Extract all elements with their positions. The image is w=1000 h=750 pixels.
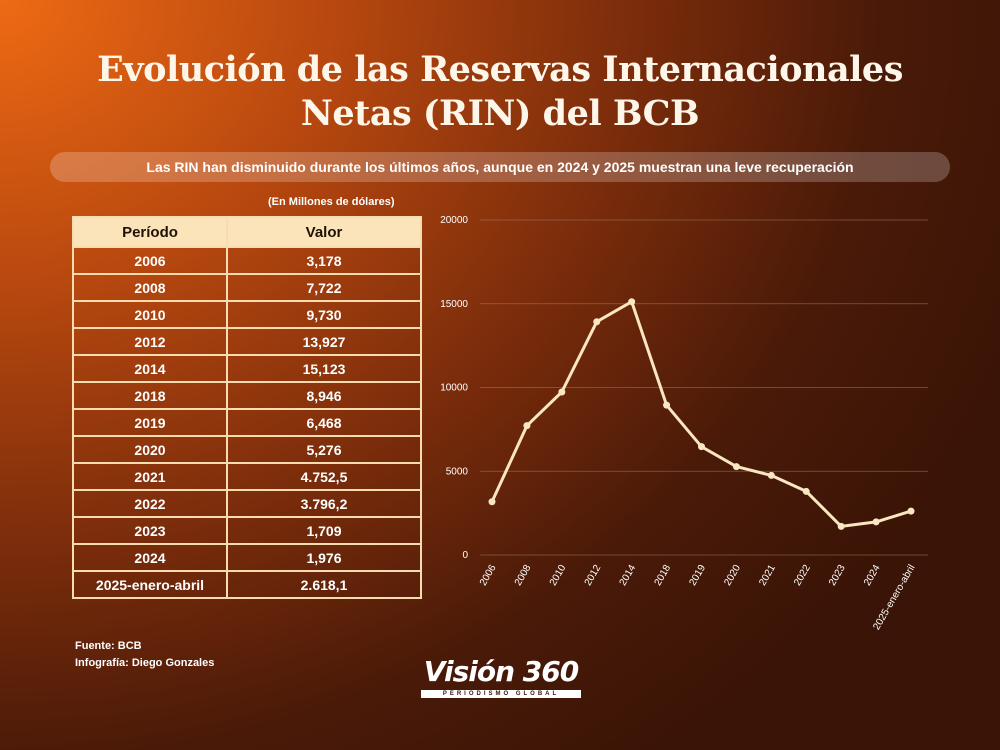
period-cell: 2012 (72, 327, 228, 356)
value-cell: 1,976 (226, 543, 422, 572)
data-point (907, 507, 915, 515)
period-cell: 2024 (72, 543, 228, 572)
grid-layer (480, 219, 928, 556)
table-row: 2025-enero-abril 2.618,1 (72, 570, 422, 599)
data-table: Período Valor 2006 3,178 2008 7,722 2010 9,73… (72, 216, 422, 599)
value-cell: 5,276 (226, 435, 422, 464)
period-cell: 2021 (72, 462, 228, 491)
value-cell: 3.796,2 (226, 489, 422, 518)
x-tick-label: 2008 (513, 563, 534, 588)
table-row: 2022 3.796,2 (72, 489, 422, 518)
x-tick-label: 2012 (583, 563, 604, 588)
data-point (802, 487, 810, 495)
data-point (488, 498, 496, 506)
data-point (837, 522, 845, 530)
table-row: 2010 9,730 (72, 300, 422, 329)
title-line-1: Evolución de las Reservas Internacionale… (97, 49, 903, 90)
data-point (767, 471, 775, 479)
table-row: 2012 13,927 (72, 327, 422, 356)
data-point (872, 518, 880, 526)
value-cell: 1,709 (226, 516, 422, 545)
y-axis-ticks: 0 5000 10000 15000 20000 (440, 215, 468, 561)
period-cell: 2010 (72, 300, 228, 329)
period-cell: 2018 (72, 381, 228, 410)
x-tick-label: 2019 (687, 563, 708, 588)
x-tick-label: 2014 (618, 563, 639, 588)
header-period: Período (72, 216, 228, 248)
period-cell: 2014 (72, 354, 228, 383)
table-row: 2023 1,709 (72, 516, 422, 545)
y-tick-label: 15000 (440, 299, 468, 310)
value-cell: 3,178 (226, 246, 422, 275)
table-header-row: Período Valor (72, 216, 422, 248)
page-title: Evolución de las Reservas Internacionale… (0, 48, 1000, 136)
y-tick-label: 10000 (440, 383, 468, 394)
table-row: 2021 4.752,5 (72, 462, 422, 491)
data-points (488, 298, 915, 530)
period-cell: 2023 (72, 516, 228, 545)
x-tick-label: 2018 (653, 563, 674, 588)
source-note: Fuente: BCB (75, 640, 142, 652)
brand-logo: Visión 360 PERIODISMO GLOBAL (421, 656, 581, 698)
series-line (490, 300, 913, 528)
data-point (732, 463, 740, 471)
period-cell: 2019 (72, 408, 228, 437)
value-cell: 8,946 (226, 381, 422, 410)
value-cell: 7,722 (226, 273, 422, 302)
data-point (698, 443, 705, 451)
y-tick-label: 20000 (440, 215, 468, 226)
value-cell: 2.618,1 (226, 570, 422, 599)
value-cell: 9,730 (226, 300, 422, 329)
logo-tagline: PERIODISMO GLOBAL (421, 690, 581, 698)
table-row: 2018 8,946 (72, 381, 422, 410)
x-tick-label: 2006 (478, 563, 499, 588)
data-point (663, 401, 671, 409)
x-tick-label: 2024 (862, 563, 883, 588)
period-cell: 2008 (72, 273, 228, 302)
x-tick-label: 2021 (757, 563, 778, 588)
data-point (628, 298, 636, 306)
x-tick-label: 2020 (722, 563, 743, 588)
value-cell: 13,927 (226, 327, 422, 356)
value-cell: 4.752,5 (226, 462, 422, 491)
y-tick-label: 0 (462, 550, 468, 561)
subtitle-text: Las RIN han disminuido durante los últim… (146, 159, 854, 175)
line-chart: 0 5000 10000 15000 20000 2006 2008 2010 2012 201… (440, 215, 928, 632)
title-line-2: Netas (RIN) del BCB (300, 93, 700, 134)
y-tick-label: 5000 (446, 466, 469, 477)
value-cell: 6,468 (226, 408, 422, 437)
subtitle-banner: Las RIN han disminuido durante los últim… (50, 152, 950, 182)
header-value: Valor (226, 216, 422, 248)
data-point (593, 318, 601, 326)
table-row: 2008 7,722 (72, 273, 422, 302)
x-tick-label: 2023 (827, 563, 848, 588)
table-row: 2020 5,276 (72, 435, 422, 464)
table-body: 2006 3,178 2008 7,722 2010 9,730 2012 13,927 201… (72, 246, 422, 599)
period-cell: 2022 (72, 489, 228, 518)
x-tick-label: 2010 (548, 563, 569, 588)
units-label: (En Millones de dólares) (268, 196, 395, 208)
table-row: 2014 15,123 (72, 354, 422, 383)
period-cell: 2020 (72, 435, 228, 464)
table-row: 2019 6,468 (72, 408, 422, 437)
table-row: 2024 1,976 (72, 543, 422, 572)
x-axis-ticks: 2006 2008 2010 2012 2014 2018 2019 2020 2021 2022… (478, 563, 918, 632)
value-cell: 15,123 (226, 354, 422, 383)
table-row: 2006 3,178 (72, 246, 422, 275)
data-point (558, 388, 566, 396)
data-point (523, 422, 531, 430)
period-cell: 2025-enero-abril (72, 570, 228, 599)
credit-note: Infografía: Diego Gonzales (75, 657, 215, 669)
logo-name: Visión 360 (423, 655, 579, 688)
x-tick-label: 2022 (792, 563, 813, 588)
period-cell: 2006 (72, 246, 228, 275)
